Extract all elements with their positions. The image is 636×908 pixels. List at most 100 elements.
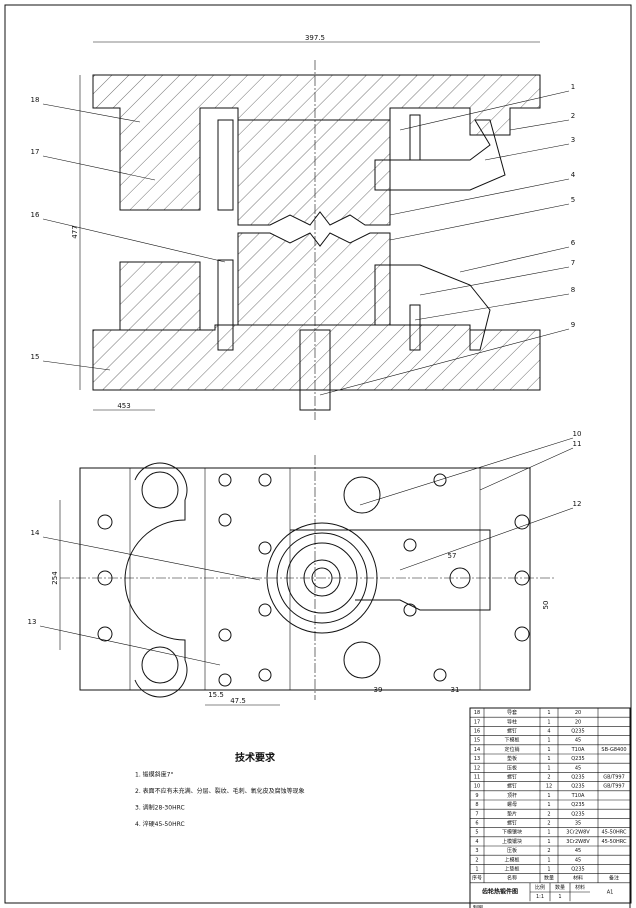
table-cell: 11 [474,775,480,781]
hole [141,471,179,509]
cell: 1:1 [536,894,544,900]
leader-line [509,119,570,131]
table-cell: 4 [475,839,478,845]
leader-line [484,143,570,161]
hole [514,626,530,642]
table-cell: 1 [547,867,550,873]
table-cell: 10 [474,784,480,790]
table-cell: 15 [474,738,480,744]
table-cell: 45 [575,848,581,854]
table-cell: 1 [547,756,550,762]
table-cell: 2 [547,775,550,781]
hole [258,668,272,682]
table-cell: 数量 [544,875,554,882]
table-cell: 3 [475,848,478,854]
callout-number: 5 [571,196,575,204]
table-cell: 1 [547,747,550,753]
table-cell: 1 [547,793,550,799]
table-cell: 1 [547,802,550,808]
table-border [469,707,631,908]
hole [218,628,232,642]
table-cell: 45-50HRC [601,839,627,845]
callout-number: 2 [571,112,575,120]
table-cell: 18 [474,710,480,716]
table-cell: 20 [575,710,581,716]
hole [276,532,368,624]
table-cell: 压板 [507,764,517,771]
table-cell: 4 [547,729,550,735]
table-cell: 导柱 [507,718,517,725]
table-cell: 2 [547,848,550,854]
table-cell: 1 [547,857,550,863]
callout-number: 12 [573,500,582,508]
table-cell: 45 [575,738,581,744]
callout-number: 10 [573,430,582,438]
table-cell: 45 [575,765,581,771]
dimension-label: 39 [374,686,383,694]
hole [97,514,113,530]
hole [311,567,333,589]
callout-number: 9 [571,321,575,329]
table-cell: 20 [575,719,581,725]
table-cell: GB/T997 [603,784,625,790]
table-cell: SB-G8400 [601,747,626,753]
callout-number: 7 [571,259,575,267]
table-cell: 17 [474,719,480,725]
table-cell: 下模板 [504,737,519,744]
leader-line [39,625,221,666]
hole [514,570,530,586]
leader-line [479,447,574,491]
dimension-label: 31 [451,686,460,694]
leader-line [399,507,574,571]
leader-line [389,203,570,241]
table-cell: Q235 [571,802,584,808]
hole [258,603,272,617]
leader-line [42,218,226,263]
labels: 123456789101112131415161718397.547745325… [28,34,582,828]
table-cell: 螺钉 [507,783,517,790]
table-cell: 2 [547,811,550,817]
table-cell: 上模板 [504,856,519,863]
hole [258,541,272,555]
table-cell: Q235 [571,784,584,790]
table-cell: 备注 [609,875,619,882]
table-cell: 3Cr2W8V [566,830,590,836]
table-cell: 螺钉 [507,728,517,735]
plan-holes [97,471,530,687]
table-cell: 2 [475,857,478,863]
leader-line [399,90,570,131]
callout-number: 6 [571,239,576,247]
table-cell: 1 [547,738,550,744]
table-cell: 顶杆 [507,792,517,799]
table-cell: 1 [547,719,550,725]
table-cell: 下模镶块 [502,829,522,836]
hole [286,542,358,614]
table-cell: 12 [546,784,552,790]
hole [141,646,179,684]
table-cell: Q235 [571,729,584,735]
hole [218,673,232,687]
table-cell: 序号 [472,875,482,882]
table-cell: 14 [474,747,480,753]
cell: 数量 [555,884,565,891]
plan-view [59,455,555,706]
table-cell: Q235 [571,867,584,873]
table-cell: 13 [474,756,480,762]
leader-line [359,437,574,506]
table-cell: 导套 [507,709,517,716]
table-cell: 1 [547,765,550,771]
callout-number: 15 [31,353,40,361]
table-cell: T10A [571,747,585,753]
hole [343,476,381,514]
requirement-item: 4. 淬硬45-50HRC [135,820,185,828]
table-cell: 35 [575,821,581,827]
hole [97,626,113,642]
frame [4,4,632,904]
drawing-title: 齿轮热锻件图 [482,888,518,896]
hole [218,513,232,527]
cell: 比例 [535,884,545,891]
table-cell: 垫片 [507,810,517,817]
callout-number: 3 [571,136,575,144]
